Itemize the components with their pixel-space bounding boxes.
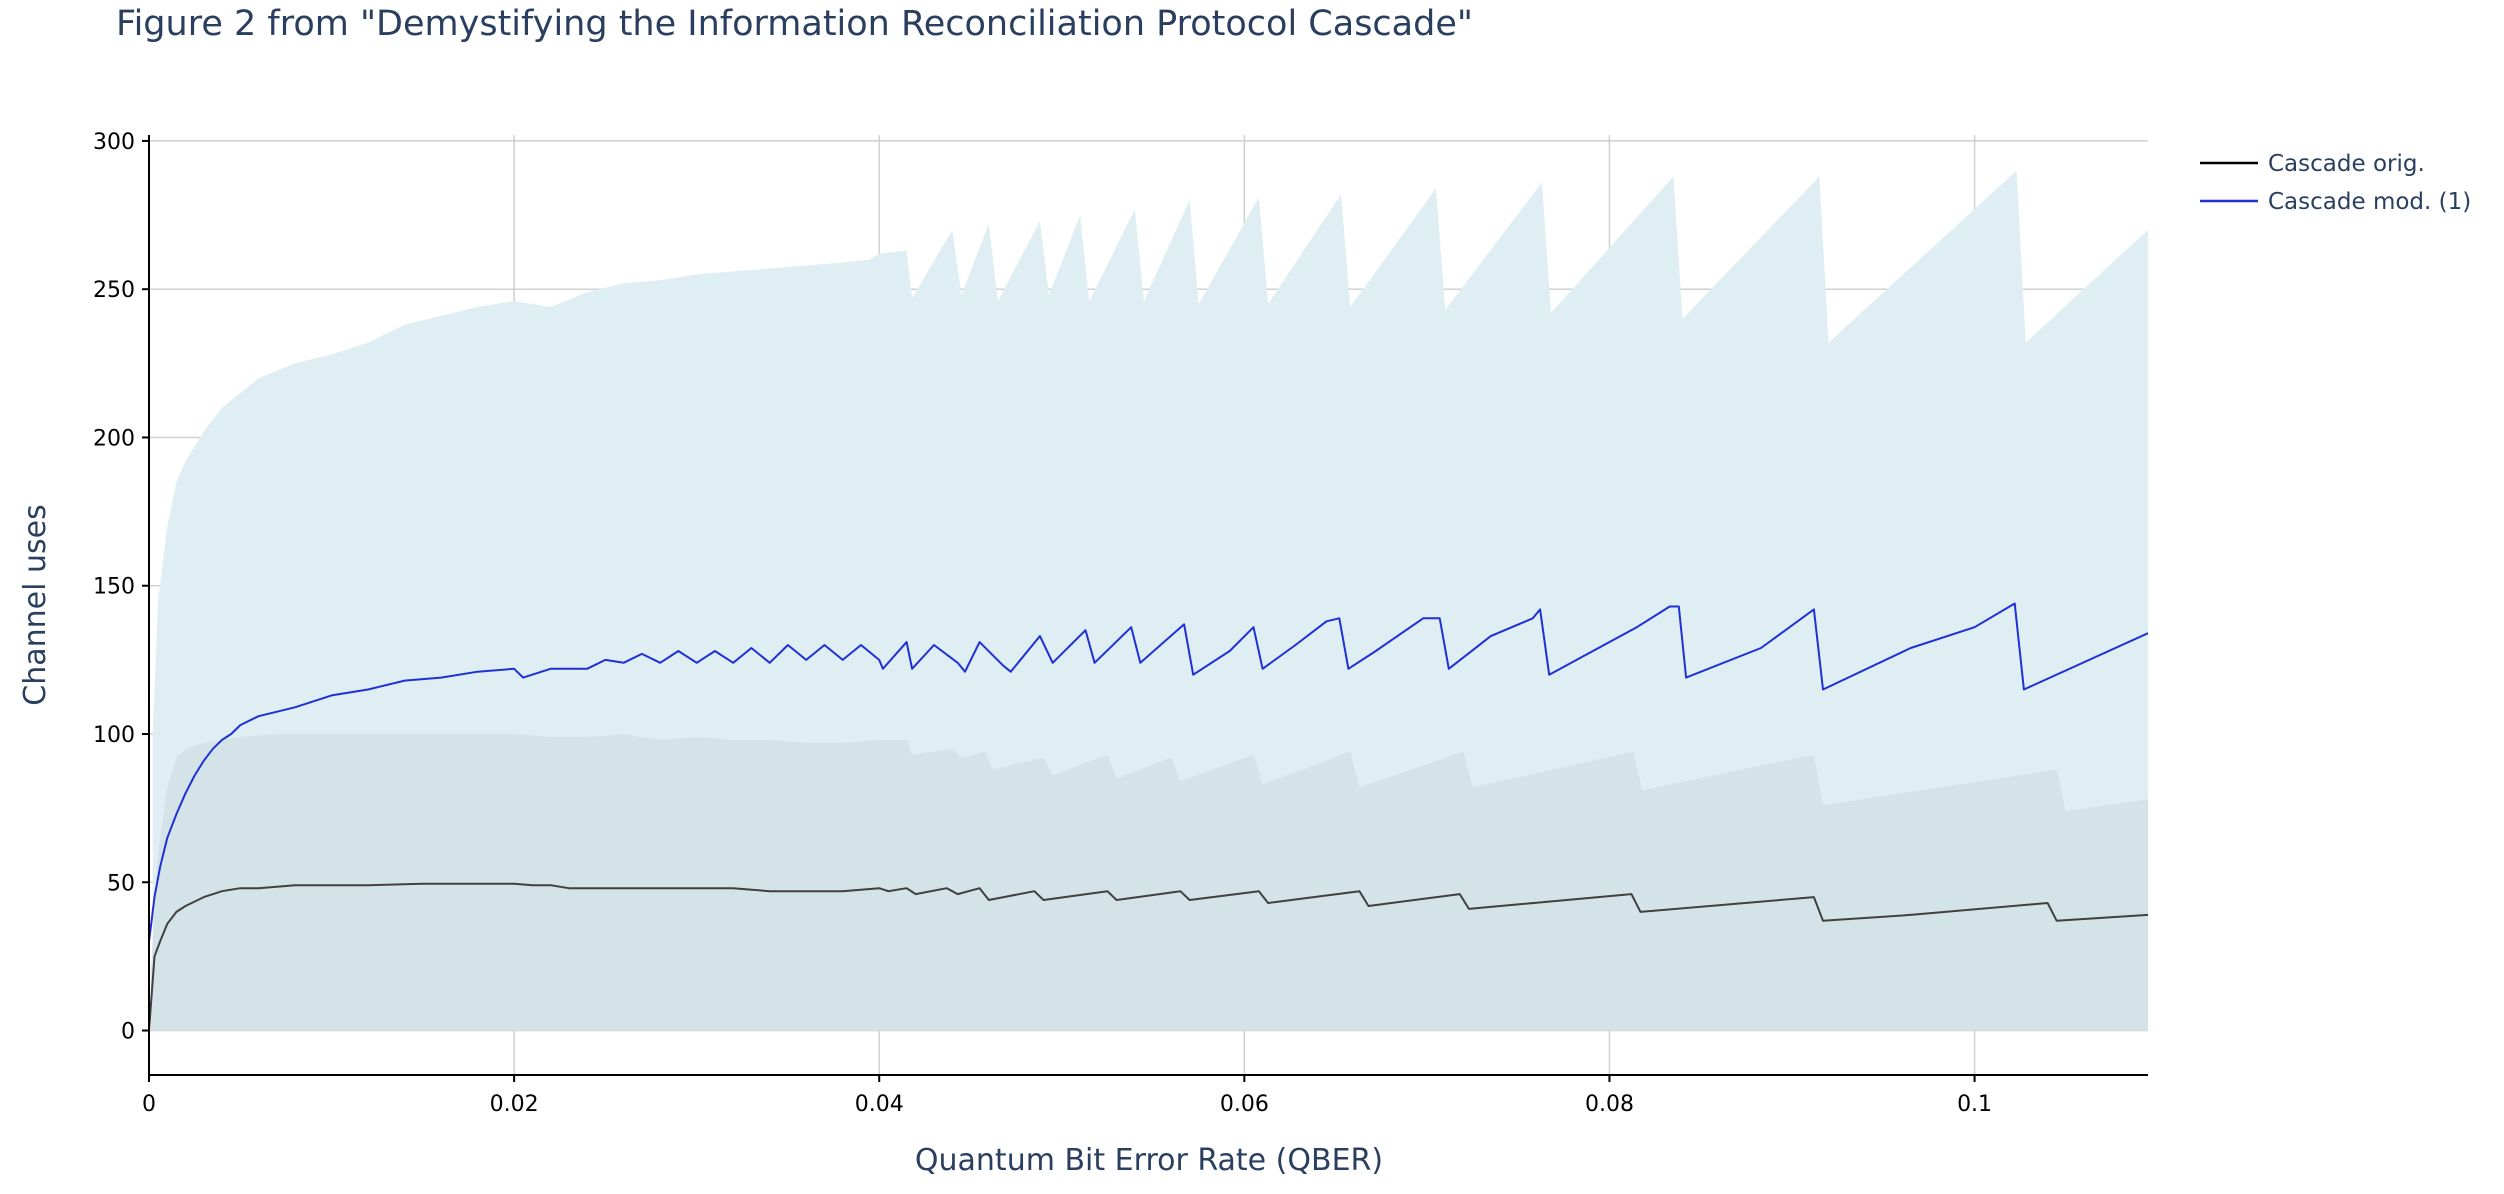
legend-label: Cascade mod. (1) bbox=[2268, 189, 2471, 215]
y-axis-title: Channel uses bbox=[18, 504, 53, 705]
x-tick-label: 0 bbox=[142, 1092, 156, 1117]
y-tick-label: 150 bbox=[93, 575, 135, 600]
ticks: 0 50 100 150 200 250 300 0 0.02 0.04 0.06 0.08 0.1 bbox=[93, 130, 1992, 1117]
series-lines bbox=[148, 602, 2149, 1031]
x-tick-label: 0.04 bbox=[855, 1092, 904, 1117]
y-tick-label: 50 bbox=[107, 871, 135, 896]
axes bbox=[148, 135, 2148, 1076]
y-tick-label: 0 bbox=[121, 1020, 135, 1045]
y-tick-label: 200 bbox=[93, 426, 135, 451]
uncertainty-bands bbox=[150, 170, 2149, 1031]
x-tick-label: 0.1 bbox=[1957, 1092, 1992, 1117]
y-tick-label: 100 bbox=[93, 723, 135, 748]
uncertainty-band-cascade-orig bbox=[150, 734, 2148, 1031]
x-tick-label: 0.02 bbox=[490, 1092, 539, 1117]
x-axis-title: Quantum Bit Error Rate (QBER) bbox=[915, 1143, 1383, 1178]
y-tick-label: 300 bbox=[93, 130, 135, 155]
legend-label: Cascade orig. bbox=[2268, 151, 2425, 177]
chart-title: Figure 2 from "Demystifying the Informat… bbox=[116, 4, 1473, 44]
legend-item-cascade-mod[interactable]: Cascade mod. (1) bbox=[2200, 189, 2471, 215]
x-tick-label: 0.08 bbox=[1585, 1092, 1634, 1117]
series-line-cascade-orig[interactable] bbox=[148, 882, 2149, 1031]
x-tick-label: 0.06 bbox=[1220, 1092, 1269, 1117]
series-line-cascade-mod[interactable] bbox=[148, 602, 2149, 942]
legend-item-cascade-orig[interactable]: Cascade orig. bbox=[2200, 151, 2425, 177]
y-tick-label: 250 bbox=[93, 278, 135, 303]
legend[interactable]: Cascade orig. Cascade mod. (1) bbox=[2200, 151, 2471, 215]
